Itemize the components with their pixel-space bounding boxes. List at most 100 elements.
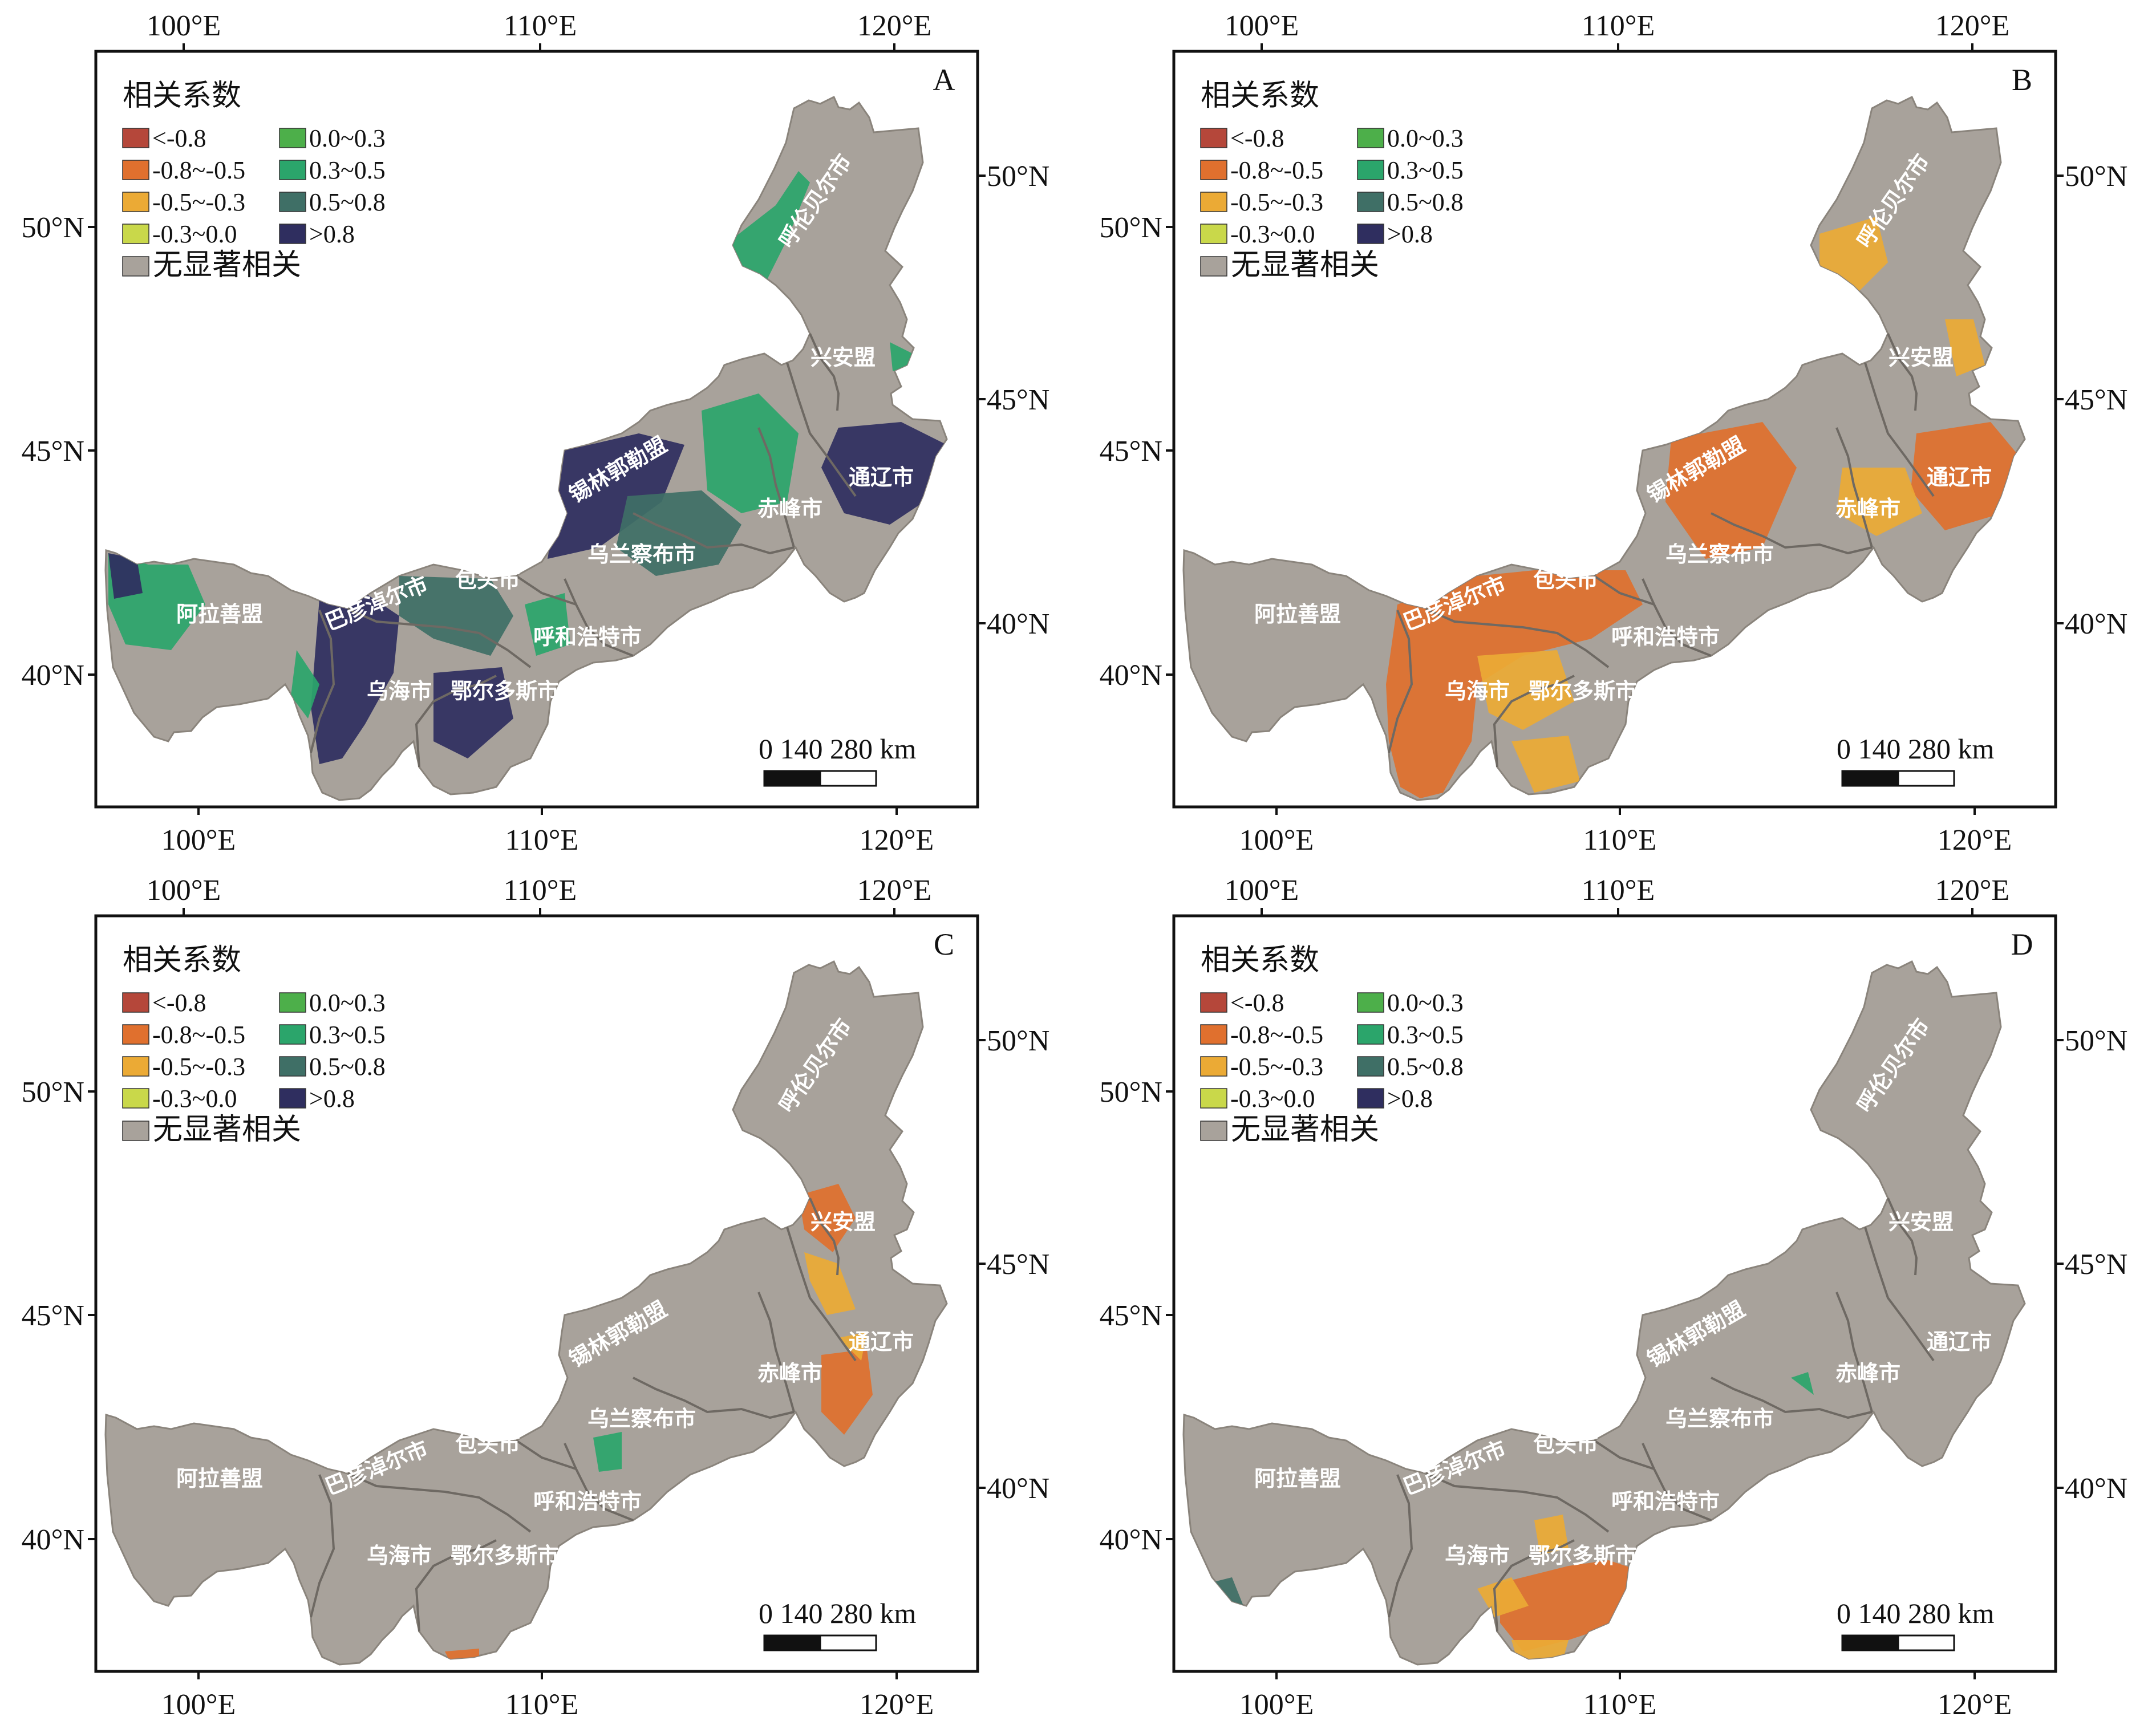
legend-swatch — [1200, 192, 1227, 212]
city-label-ulanqab: 乌兰察布市 — [1665, 542, 1774, 567]
legend-label: -0.3~0.0 — [1230, 1085, 1315, 1113]
lat-tick-left: 50°N — [22, 212, 84, 244]
city-boundary — [1593, 1439, 1655, 1470]
lat-tick-right: 40°N — [987, 1472, 1049, 1505]
scale-bar: 0 140 280 km — [1837, 733, 1995, 787]
city-label-alxa: 阿拉善盟 — [1254, 602, 1341, 627]
legend: 相关系数 <-0.8 -0.8~-0.5 -0.5~-0.3 -0.3~0.0 0.0~0… — [122, 80, 386, 282]
city-label-xinganmeng: 兴安盟 — [810, 1210, 876, 1235]
legend-swatch — [279, 1024, 306, 1045]
legend-swatch — [122, 1088, 149, 1109]
region-outline — [1182, 960, 2026, 1666]
lon-tick-bottom: 110°E — [505, 824, 579, 857]
legend-title: 相关系数 — [123, 80, 241, 112]
legend-swatch — [1357, 1056, 1384, 1077]
scale-bar: 0 140 280 km — [759, 733, 917, 787]
lat-tick-left: 45°N — [1100, 1300, 1162, 1332]
axis-ticks: 100°E 100°E 110°E 110°E 120°E 120°E 40°N 45°N 50… — [22, 874, 1050, 1721]
city-label-xinganmeng: 兴安盟 — [1888, 345, 1954, 370]
lat-tick-right: 45°N — [987, 1248, 1049, 1281]
city-boundary — [1711, 512, 1873, 555]
axis-ticks: 100°E 100°E 110°E 110°E 120°E 120°E 40°N 45°N 50… — [1100, 874, 2128, 1721]
city-label-ulanqab: 乌兰察布市 — [1665, 1406, 1774, 1431]
city-label-chifeng: 赤峰市 — [1835, 496, 1900, 521]
city-boundary — [564, 1443, 634, 1521]
legend-label: <-0.8 — [152, 989, 206, 1017]
city-boundary — [515, 575, 577, 606]
legend-label: 0.3~0.5 — [1387, 1021, 1464, 1049]
city-label-alxa: 阿拉善盟 — [176, 602, 263, 627]
legend: 相关系数 <-0.8 -0.8~-0.5 -0.5~-0.3 -0.3~0.0 0.0~0… — [1200, 944, 1464, 1146]
legend-swatch — [1200, 224, 1227, 244]
city-boundary — [1388, 610, 1413, 753]
legend-label-none: 无显著相关 — [153, 249, 301, 282]
lon-tick-bottom: 120°E — [860, 1689, 934, 1721]
correlation-patch — [799, 1184, 856, 1252]
city-boundary — [1642, 578, 1712, 657]
city-label-tongliao: 通辽市 — [1927, 1329, 1992, 1354]
city-boundary — [415, 675, 497, 768]
lon-tick-top: 100°E — [147, 10, 221, 42]
panel-letter: C — [934, 927, 954, 961]
legend-label: 0.5~0.8 — [309, 1053, 386, 1081]
city-label-wuhai: 乌海市 — [367, 679, 432, 704]
legend: 相关系数 <-0.8 -0.8~-0.5 -0.5~-0.3 -0.3~0.0 0.0~0… — [122, 944, 386, 1146]
correlation-layer — [1386, 217, 2025, 798]
map-panel-c: 呼伦贝尔市 兴安盟 通辽市 赤峰市 锡林郭勒盟 乌兰察布市 包头市 呼和浩特市 巴彦淖尔市 阿拉善… — [0, 864, 1078, 1729]
city-boundary — [633, 1377, 795, 1419]
city-label-alxa: 阿拉善盟 — [176, 1466, 263, 1491]
lon-tick-top: 100°E — [147, 874, 221, 907]
legend-label: 0.0~0.3 — [309, 124, 386, 152]
city-label-wuhai: 乌海市 — [1445, 679, 1510, 704]
lon-tick-top: 110°E — [504, 10, 577, 42]
lat-tick-right: 50°N — [2065, 160, 2127, 193]
city-label-ulanqab: 乌兰察布市 — [587, 542, 696, 567]
legend-swatch — [279, 128, 306, 148]
legend-label: -0.3~0.0 — [152, 1085, 237, 1113]
legend-swatch-none — [1200, 256, 1227, 277]
correlation-patch — [291, 650, 319, 719]
city-boundary — [1835, 1292, 1873, 1413]
city-boundary — [1388, 1474, 1413, 1618]
legend-label: <-0.8 — [152, 124, 206, 152]
axis-ticks: 100°E 100°E 110°E 110°E 120°E 120°E 40°N 45°N 50… — [22, 10, 1050, 857]
legend-swatch-none — [122, 1121, 149, 1141]
city-label-baotou: 包头市 — [1533, 1432, 1598, 1457]
city-label-xinganmeng: 兴安盟 — [810, 345, 876, 370]
map-panel-d: 呼伦贝尔市 兴安盟 通辽市 赤峰市 锡林郭勒盟 乌兰察布市 包头市 呼和浩特市 巴彦淖尔市 阿拉善… — [1078, 864, 2156, 1729]
scale-bar-label: 0 140 280 km — [759, 733, 917, 765]
city-label-tongliao: 通辽市 — [849, 465, 914, 490]
legend-swatch — [122, 224, 149, 244]
city-boundary — [786, 362, 857, 497]
region-outline — [104, 960, 948, 1666]
legend-swatch — [279, 992, 306, 1013]
city-boundary — [1493, 675, 1575, 768]
correlation-patch — [548, 433, 684, 559]
legend-swatch — [1357, 192, 1384, 212]
city-label-tongliao: 通辽市 — [849, 1329, 914, 1354]
legend-label: -0.3~0.0 — [1230, 220, 1315, 248]
city-boundary — [786, 1227, 857, 1362]
lat-tick-left: 50°N — [1100, 1076, 1162, 1109]
legend-label-none: 无显著相关 — [1231, 1114, 1379, 1146]
legend-label: -0.5~-0.3 — [1230, 1053, 1323, 1081]
city-boundary — [310, 610, 335, 753]
legend-swatch — [122, 992, 149, 1013]
legend-label: -0.8~-0.5 — [152, 156, 245, 184]
city-boundary — [1887, 333, 1918, 411]
legend-label: >0.8 — [1387, 1085, 1433, 1113]
legend: 相关系数 <-0.8 -0.8~-0.5 -0.5~-0.3 -0.3~0.0 0.0~0… — [1200, 80, 1464, 282]
city-boundary — [757, 1292, 795, 1413]
legend-title: 相关系数 — [123, 944, 241, 977]
region-outline — [104, 95, 948, 801]
legend-swatch — [1357, 160, 1384, 180]
region-outline — [1182, 95, 2026, 801]
correlation-patch — [1477, 650, 1574, 730]
city-boundary — [633, 512, 795, 555]
legend-swatch — [279, 192, 306, 212]
lon-tick-bottom: 110°E — [505, 1689, 579, 1721]
city-label-baotou: 包头市 — [1533, 567, 1598, 592]
panel-letter: D — [2011, 927, 2033, 961]
lat-tick-right: 45°N — [2065, 384, 2127, 416]
city-label-baotou: 包头市 — [455, 567, 520, 592]
